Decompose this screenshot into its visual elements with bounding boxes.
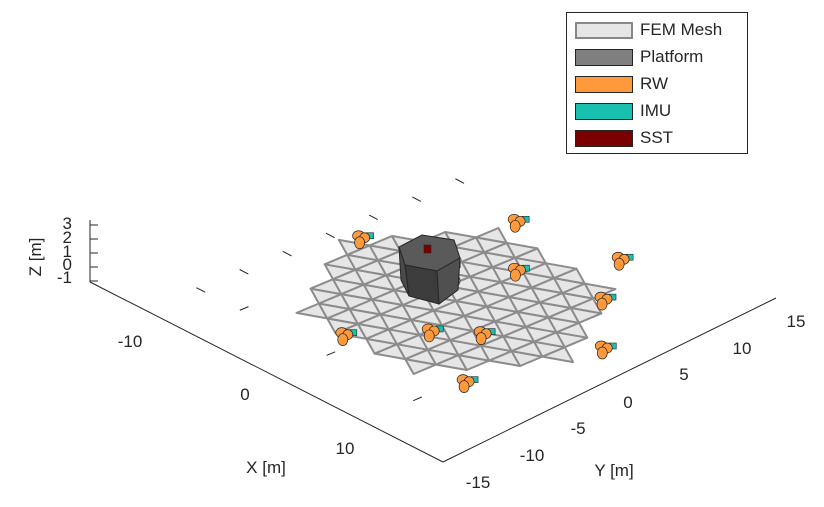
platform [398,234,461,305]
x-tick-label: -10 [118,332,143,351]
z-tick-label: 3 [63,214,72,233]
rw-imu-unit [594,291,617,311]
y-axis-line [442,297,777,463]
y-tick-mark [368,214,379,221]
y-tick-label: -5 [570,419,585,438]
mesh-element [475,227,508,244]
rw-wheel [458,380,470,393]
legend-label: FEM Mesh [640,20,723,39]
y-tick-mark [412,196,422,202]
rw-wheel [337,333,349,346]
platform-right [436,257,461,305]
y-tick-label: -15 [466,473,491,492]
x-tick-mark [239,306,249,311]
z-axis-label: Z [m] [26,238,45,277]
z-tick-label: 0 [63,255,72,274]
y-tick-label: 10 [733,339,752,358]
legend-item-imu: IMU [575,101,671,121]
x-tick-labels: -10 0 10 [118,332,355,458]
z-tick-label: -1 [57,268,72,287]
y-tick-label: 0 [623,393,632,412]
rw-wheel [510,268,521,282]
rw-wheel [509,219,521,233]
legend-label: RW [640,74,669,93]
y-tick-mark [196,287,206,293]
y-tick-mark [282,250,292,257]
rw-imu-unit [473,326,496,345]
y-tick-mark [239,269,249,275]
rw-wheel [613,257,625,271]
rw-wheel [354,236,365,250]
z-tick-label: 1 [63,242,72,261]
z-tick-labels: 3 2 1 0 -1 [57,214,72,287]
legend-label: SST [640,128,674,147]
legend-item-rw: RW [575,74,668,94]
rw-wheel [475,332,487,345]
tick-marks [90,178,465,402]
x-axis-line [89,281,444,463]
rw-wheel [596,346,608,360]
rw-imu-unit [335,327,358,346]
legend-swatch [575,129,633,147]
legend-item-platform: Platform [575,47,703,67]
rw-imu-unit [352,230,374,250]
axes [89,220,777,463]
y-axis-label: Y [m] [594,461,633,480]
rw-imu-unit [508,262,530,282]
x-tick-label: 10 [336,439,355,458]
legend-label: Platform [640,47,704,66]
rw-wheel [423,329,435,343]
rw-imu-unit [594,340,617,360]
z-tick-label: 2 [63,228,72,247]
y-tick-mark [455,178,465,184]
rw-imu-unit [421,323,444,343]
mesh-element [544,262,578,280]
mesh-element [505,241,539,259]
x-tick-mark [326,351,336,356]
rw-imu-unit [456,374,479,393]
y-tick-mark [325,232,335,239]
x-tick-mark [413,396,423,402]
legend-label: IMU [640,101,672,120]
legend-item-fem-mesh: FEM Mesh [575,20,722,40]
rw-imu-unit [507,213,530,233]
y-tick-label: 5 [679,365,688,384]
rw-imu-unit [611,251,634,271]
legend-swatch [575,75,633,93]
x-axis-label: X [m] [246,458,286,477]
y-tick-label: 15 [787,312,806,331]
y-tick-label: -10 [520,446,545,465]
legend-item-sst: SST [575,128,673,148]
sst-box [423,244,432,254]
legend: FEM Mesh Platform RW IMU SST [566,12,748,154]
legend-swatch [575,102,633,120]
rw-wheel [596,297,608,311]
legend-swatch [575,48,633,66]
legend-swatch [575,21,633,39]
x-tick-label: 0 [240,385,249,404]
y-tick-labels: -15 -10 -5 0 5 10 15 [466,312,806,492]
